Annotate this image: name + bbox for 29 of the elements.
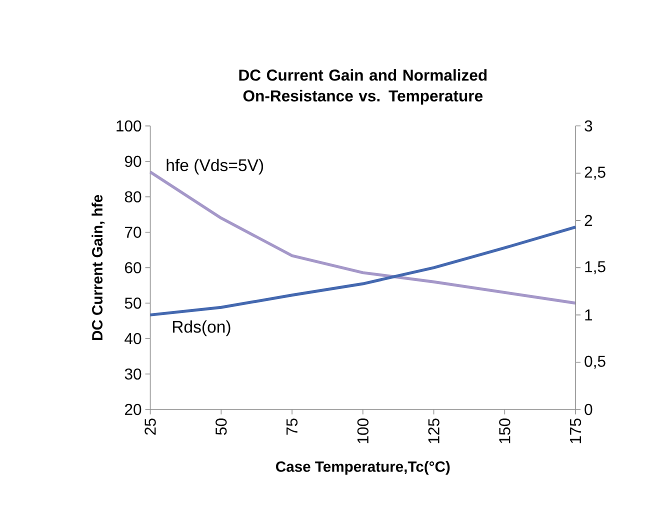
y-tick-label: 80 <box>124 191 142 202</box>
line-series <box>148 225 578 316</box>
y-tick-label: 30 <box>124 368 142 380</box>
x-tick-label: 100 <box>357 418 369 443</box>
y2-tick-label: 1,5 <box>585 261 606 274</box>
y-tick-label: 90 <box>124 156 142 167</box>
x-tick-label: 175 <box>570 418 582 443</box>
y-tick-label: 60 <box>125 262 142 274</box>
x-tick-label: 25 <box>144 418 156 434</box>
x-axis-title: Case Temperature,Tc(°C) <box>276 460 450 475</box>
y-tick-label: 40 <box>124 332 142 344</box>
y-tick-label: 20 <box>125 404 142 415</box>
y2-tick-label: 0,5 <box>584 355 606 369</box>
series-label: Rds(on) <box>172 320 230 336</box>
y2-tick-label: 0 <box>584 404 592 415</box>
chart-title: DC Current Gain and Normalized On-Resistance vs. Temperature <box>239 68 487 104</box>
x-tick-label: 150 <box>499 418 510 443</box>
y-axis-title: DC Current Gain, hfe <box>92 194 105 340</box>
y2-tick-label: 2 <box>584 214 592 226</box>
x-tick-label: 50 <box>216 418 227 435</box>
x-tick-label: 125 <box>428 418 440 443</box>
y-tick-label: 50 <box>124 297 142 309</box>
y2-tick-label: 2,5 <box>584 166 606 180</box>
y2-tick-label: 3 <box>584 120 592 132</box>
series-label: hfe (Vds=5V) <box>166 158 264 174</box>
y-tick-label: 70 <box>125 226 142 238</box>
y2-tick-label: 1 <box>585 309 592 320</box>
x-tick-label: 75 <box>286 418 298 434</box>
y-tick-label: 100 <box>116 120 142 132</box>
